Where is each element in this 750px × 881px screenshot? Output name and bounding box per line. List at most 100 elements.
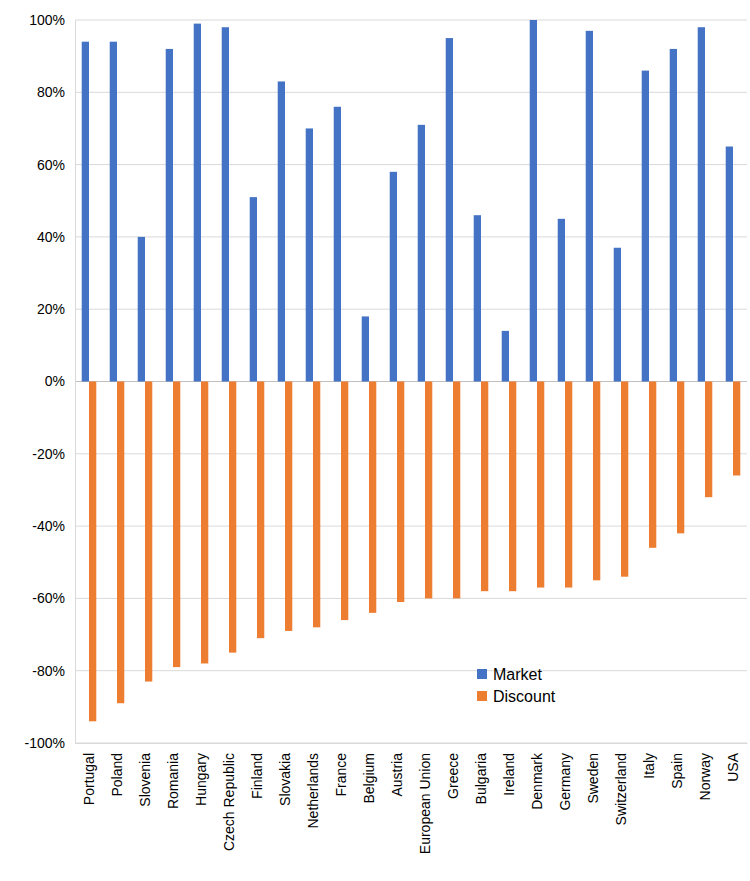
tick: France <box>333 753 349 797</box>
bar <box>537 382 544 588</box>
bar <box>334 107 341 382</box>
bar <box>474 215 481 381</box>
legend-swatch <box>477 669 487 679</box>
bar <box>369 382 376 613</box>
bar <box>481 382 488 592</box>
bar <box>201 382 208 664</box>
tick-label: Sweden <box>585 753 601 804</box>
tick: 40% <box>37 229 75 245</box>
bar <box>509 382 516 592</box>
tick: Austria <box>389 753 405 797</box>
tick-label: Greece <box>445 753 461 799</box>
grid-line <box>75 743 747 744</box>
bar <box>621 382 628 577</box>
bar <box>341 382 348 621</box>
bar <box>313 382 320 628</box>
grid <box>75 20 747 743</box>
tick-label: Netherlands <box>305 753 321 829</box>
bar <box>397 382 404 603</box>
bar <box>285 382 292 631</box>
tick-label: -20% <box>32 446 65 462</box>
tick: Finland <box>249 753 265 799</box>
tick: Hungary <box>193 753 209 806</box>
grid-line <box>75 20 747 21</box>
bar <box>166 49 173 382</box>
tick-label: Romania <box>165 753 181 809</box>
tick-label: -40% <box>32 518 65 534</box>
legend-item: Discount <box>477 688 556 705</box>
tick: Spain <box>669 753 685 789</box>
tick: Germany <box>557 753 573 811</box>
bar <box>670 49 677 382</box>
bar <box>530 20 537 382</box>
tick-label: Spain <box>669 753 685 789</box>
bar <box>306 128 313 381</box>
tick: European Union <box>417 753 433 854</box>
bar <box>726 147 733 382</box>
tick-label: Slovakia <box>277 753 293 806</box>
tick-label: Austria <box>389 753 405 797</box>
tick: Poland <box>109 753 125 797</box>
tick-label: Slovenia <box>137 753 153 807</box>
tick-label: Hungary <box>193 753 209 806</box>
bar <box>705 382 712 498</box>
tick: Portugal <box>81 753 97 805</box>
bar <box>138 237 145 382</box>
tick: 20% <box>37 301 75 317</box>
bar <box>390 172 397 382</box>
tick-label: 20% <box>37 301 65 317</box>
bar <box>173 382 180 668</box>
tick-label: Belgium <box>361 753 377 804</box>
tick: Czech Republic <box>221 753 237 851</box>
grid-line <box>75 670 747 671</box>
tick: 80% <box>37 84 75 100</box>
tick: -100% <box>25 735 75 751</box>
bar <box>222 27 229 381</box>
bar <box>194 24 201 382</box>
legend-label: Market <box>493 666 542 683</box>
bar <box>446 38 453 381</box>
bar <box>278 81 285 381</box>
tick: Netherlands <box>305 753 321 829</box>
tick-label: 80% <box>37 84 65 100</box>
bar <box>418 125 425 382</box>
plot: -100%-80%-60%-40%-20%0%20%40%60%80%100%P… <box>25 12 748 854</box>
tick: Switzerland <box>613 753 629 825</box>
bar <box>649 382 656 548</box>
tick-label: 60% <box>37 157 65 173</box>
bar <box>82 42 89 382</box>
tick-label: Germany <box>557 753 573 811</box>
bar <box>502 331 509 382</box>
tick: Italy <box>641 753 657 779</box>
series <box>89 382 740 722</box>
bar <box>425 382 432 599</box>
bar <box>677 382 684 534</box>
tick: Slovenia <box>137 753 153 807</box>
tick-label: Portugal <box>81 753 97 805</box>
bar <box>733 382 740 476</box>
bar <box>110 42 117 382</box>
tick: Romania <box>165 753 181 809</box>
series <box>82 20 733 382</box>
tick: Belgium <box>361 753 377 804</box>
tick-label: Bulgaria <box>473 753 489 805</box>
tick-label: Poland <box>109 753 125 797</box>
bar <box>250 197 257 381</box>
tick-label: Italy <box>641 753 657 779</box>
y-axis: -100%-80%-60%-40%-20%0%20%40%60%80%100% <box>25 12 76 751</box>
tick: Norway <box>697 753 713 800</box>
tick-label: Czech Republic <box>221 753 237 851</box>
legend: Market Discount <box>477 666 556 705</box>
tick: 60% <box>37 157 75 173</box>
legend-swatch <box>477 691 487 701</box>
tick: USA <box>725 752 741 781</box>
bar <box>453 382 460 599</box>
bar <box>229 382 236 653</box>
bar <box>89 382 96 722</box>
bar <box>614 248 621 382</box>
tick-label: 100% <box>29 12 65 28</box>
bar <box>257 382 264 639</box>
tick: -80% <box>32 663 75 679</box>
axis-line <box>75 21 76 744</box>
bar <box>117 382 124 704</box>
